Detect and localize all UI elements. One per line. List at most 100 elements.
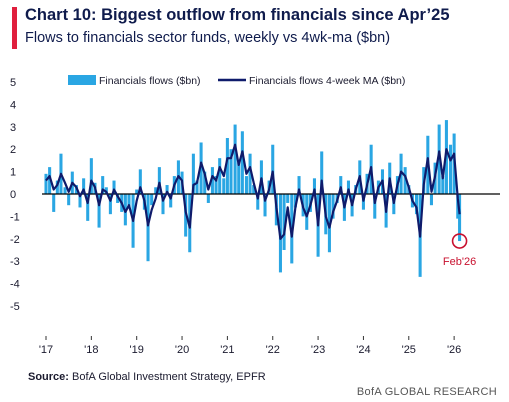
legend-label-line: Financials flows 4-week MA ($bn)	[249, 75, 405, 87]
flow-bar	[206, 194, 210, 203]
flow-bar	[361, 194, 365, 210]
flow-bar	[127, 194, 131, 208]
flow-bar	[78, 194, 82, 208]
flow-bar	[248, 153, 252, 194]
flow-bar	[263, 194, 267, 217]
legend-label-bars: Financials flows ($bn)	[99, 75, 201, 87]
annotation-label: Feb'26	[443, 256, 476, 268]
flow-bar	[373, 194, 377, 219]
flow-bar	[52, 194, 56, 212]
flow-bar	[403, 167, 407, 194]
flow-bar	[331, 194, 335, 219]
flow-bar	[63, 187, 67, 194]
flow-bar	[161, 194, 165, 215]
x-tick-label: '25	[402, 344, 416, 356]
flow-bar	[146, 194, 150, 262]
y-tick-label: 2	[10, 144, 16, 156]
y-tick-label: 1	[10, 167, 16, 179]
chart-canvas: 5 4 3 2 1 0 -1 -2 -3 -4 -5 '17 '18 '19 '20 '21 '22 '23 '2…	[10, 75, 500, 356]
y-tick-label: -2	[10, 234, 20, 246]
chart-title: Chart 10: Biggest outflow from financial…	[25, 6, 450, 24]
flow-bar	[199, 142, 203, 194]
flow-bar	[214, 176, 218, 194]
flow-bar	[55, 180, 59, 194]
flow-bar	[97, 194, 101, 228]
chart-legend: Financials flows ($bn) Financials flows …	[68, 75, 405, 87]
y-tick-label: 3	[10, 122, 16, 134]
x-tick-label: '17	[39, 344, 53, 356]
flow-bar	[282, 194, 286, 250]
flow-bar	[414, 194, 419, 215]
flow-bar	[108, 194, 112, 215]
flow-bar	[191, 153, 195, 194]
flow-bar	[67, 194, 71, 206]
flow-bar	[320, 151, 324, 194]
flow-bar	[150, 194, 154, 206]
feb26-annotation: Feb'26	[443, 233, 476, 268]
flow-bar	[429, 194, 433, 206]
flow-bar	[339, 176, 343, 194]
source-note: Source: BofA Global Investment Strategy,…	[28, 371, 266, 383]
chart-subtitle: Flows to financials sector funds, weekly…	[25, 30, 391, 46]
flow-bar	[86, 194, 90, 221]
flow-bar	[256, 194, 260, 210]
flow-bar	[89, 158, 93, 194]
flow-bar	[305, 194, 309, 230]
flow-bar	[259, 160, 263, 194]
flow-bar	[293, 194, 297, 208]
x-tick-label: '24	[356, 344, 370, 356]
title-accent-bar	[12, 7, 17, 49]
y-tick-label: 0	[10, 189, 16, 201]
flow-bar	[48, 167, 52, 194]
flow-bar	[44, 173, 48, 194]
flow-bar	[346, 180, 350, 194]
y-tick-label: 4	[10, 99, 16, 111]
flow-bar	[138, 169, 142, 194]
flow-bar	[157, 167, 161, 194]
y-tick-label: -1	[10, 211, 20, 223]
flow-bar	[233, 124, 237, 194]
x-axis-ticks: '17 '18 '19 '20 '21 '22 '23 '24 '25 '26	[39, 336, 461, 356]
x-tick-label: '23	[311, 344, 325, 356]
y-tick-label: 5	[10, 77, 16, 89]
annotation-circle	[451, 233, 468, 249]
flow-bar	[225, 138, 229, 194]
bars-layer	[44, 120, 462, 277]
source-label: Source:	[28, 371, 69, 383]
flow-bar	[112, 180, 116, 194]
flow-bar	[441, 176, 445, 194]
flow-bar	[154, 187, 158, 194]
flow-bar	[165, 185, 169, 194]
flow-bar	[135, 189, 139, 194]
flow-bar	[203, 171, 207, 194]
legend-swatch-bars	[68, 75, 96, 85]
flow-bar	[244, 176, 248, 194]
flow-bar	[297, 176, 301, 194]
flow-bar	[210, 167, 214, 194]
flow-bar	[458, 194, 462, 242]
brand-footer: BofA GLOBAL RESEARCH	[356, 386, 497, 398]
flow-bar	[195, 180, 199, 194]
y-tick-label: -3	[10, 256, 20, 268]
flow-bar	[82, 178, 86, 194]
x-tick-label: '26	[447, 344, 461, 356]
flow-bar	[218, 158, 222, 194]
flow-bar	[312, 178, 316, 194]
flow-bar	[240, 131, 244, 194]
flow-bar	[448, 144, 453, 194]
flow-bar	[229, 149, 233, 194]
flow-bar	[101, 176, 105, 194]
x-tick-label: '21	[220, 344, 234, 356]
x-tick-label: '18	[84, 344, 98, 356]
flow-bar	[252, 185, 256, 194]
flow-bar	[271, 144, 275, 194]
flow-bar	[286, 194, 290, 203]
flow-bar	[116, 194, 120, 203]
y-tick-label: -4	[10, 279, 20, 291]
flow-bar	[222, 178, 226, 194]
y-axis-ticks: 5 4 3 2 1 0 -1 -2 -3 -4 -5	[10, 77, 20, 313]
flow-bar	[237, 162, 241, 194]
x-tick-label: '19	[130, 344, 144, 356]
x-tick-label: '20	[175, 344, 189, 356]
ma-series-line	[45, 143, 461, 240]
